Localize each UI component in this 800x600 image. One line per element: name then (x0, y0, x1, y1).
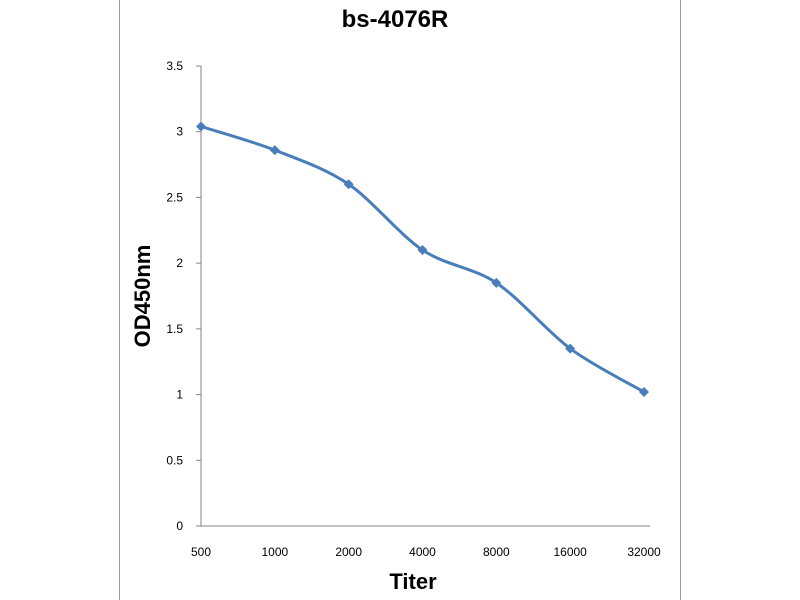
y-tick-label: 0.5 (166, 453, 183, 467)
data-point-marker (269, 145, 280, 156)
series-group (196, 121, 649, 397)
x-tick-label: 500 (191, 545, 211, 559)
data-point-marker (196, 121, 206, 132)
x-tick-label: 1000 (261, 545, 288, 559)
series-line (200, 125, 645, 394)
y-tick-label: 3 (176, 125, 183, 139)
y-axis-label: OD450nm (130, 245, 155, 348)
chart-frame (119, 0, 681, 600)
data-point-marker (343, 179, 354, 190)
y-tick-label: 0 (176, 519, 183, 533)
x-tick-label: 32000 (627, 545, 661, 559)
x-tick-label: 2000 (335, 545, 362, 559)
chart-title: bs-4076R (342, 6, 449, 33)
y-tick-label: 1 (176, 388, 183, 402)
data-point-marker (639, 386, 649, 397)
x-ticks: 500 1000 2000 4000 8000 16000 32000 (191, 545, 661, 559)
data-point-marker (491, 277, 502, 288)
y-tick-label: 2 (176, 256, 183, 270)
data-point-marker (417, 245, 428, 255)
y-ticks: 0 0.5 1 1.5 2 2.5 3 3.5 (166, 59, 201, 533)
x-tick-label: 8000 (483, 545, 510, 559)
y-tick-label: 3.5 (166, 59, 183, 73)
y-tick-label: 2.5 (166, 190, 183, 204)
y-tick-label: 1.5 (166, 322, 183, 336)
x-tick-label: 16000 (553, 545, 587, 559)
data-point-marker (565, 343, 576, 354)
x-tick-label: 4000 (409, 545, 436, 559)
x-axis-label: Titer (389, 569, 437, 594)
